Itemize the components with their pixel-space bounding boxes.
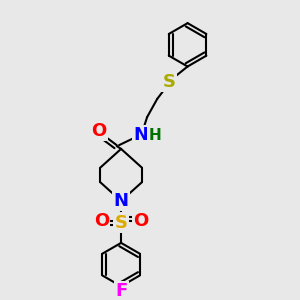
Text: O: O bbox=[133, 212, 148, 230]
Text: N: N bbox=[114, 192, 129, 210]
Text: F: F bbox=[115, 283, 127, 300]
Text: O: O bbox=[94, 212, 109, 230]
Text: O: O bbox=[92, 122, 107, 140]
Text: S: S bbox=[115, 214, 128, 232]
Text: N: N bbox=[133, 126, 148, 144]
Text: H: H bbox=[148, 128, 161, 143]
Text: S: S bbox=[162, 73, 175, 91]
